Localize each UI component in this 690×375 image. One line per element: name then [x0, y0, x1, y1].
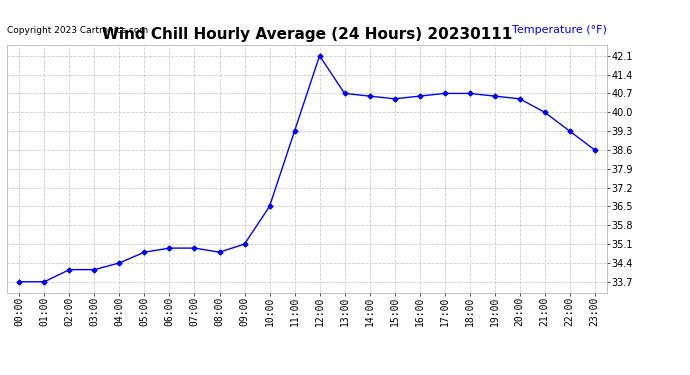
Text: Temperature (°F): Temperature (°F): [512, 25, 607, 35]
Title: Wind Chill Hourly Average (24 Hours) 20230111: Wind Chill Hourly Average (24 Hours) 202…: [102, 27, 512, 42]
Text: Copyright 2023 Cartronics.com: Copyright 2023 Cartronics.com: [7, 26, 148, 35]
